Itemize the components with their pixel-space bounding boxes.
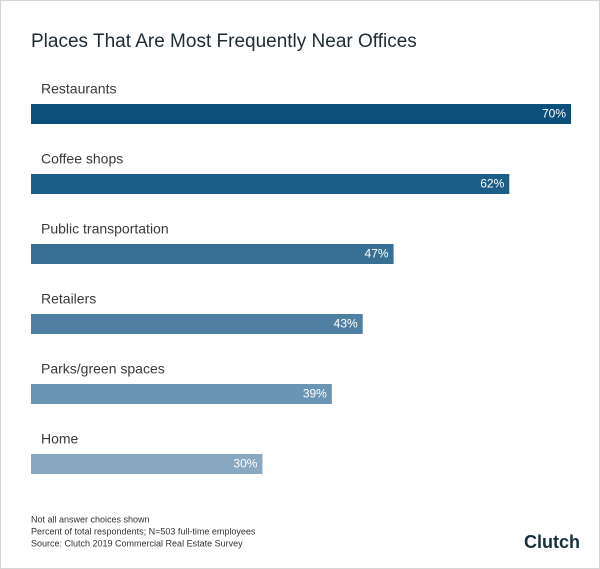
category-label: Restaurants <box>41 81 116 97</box>
value-label: 30% <box>233 457 257 471</box>
value-label: 43% <box>334 317 358 331</box>
bar <box>31 454 263 474</box>
note: Source: Clutch 2019 Commercial Real Esta… <box>31 538 243 548</box>
category-label: Home <box>41 431 79 447</box>
bar <box>31 174 510 194</box>
value-label: 39% <box>303 387 327 401</box>
category-label: Public transportation <box>41 221 169 237</box>
bar <box>31 314 363 334</box>
bar <box>31 104 571 124</box>
note: Percent of total respondents; N=503 full… <box>31 526 256 536</box>
bar <box>31 384 332 404</box>
value-label: 47% <box>365 247 389 261</box>
chart-title: Places That Are Most Frequently Near Off… <box>31 31 417 52</box>
category-label: Parks/green spaces <box>41 361 165 377</box>
bar <box>31 244 394 264</box>
note: Not all answer choices shown <box>31 514 150 524</box>
value-label: 70% <box>542 107 566 121</box>
brand-logo: Clutch <box>524 532 580 552</box>
category-label: Coffee shops <box>41 151 123 167</box>
category-label: Retailers <box>41 291 96 307</box>
value-label: 62% <box>480 177 504 191</box>
